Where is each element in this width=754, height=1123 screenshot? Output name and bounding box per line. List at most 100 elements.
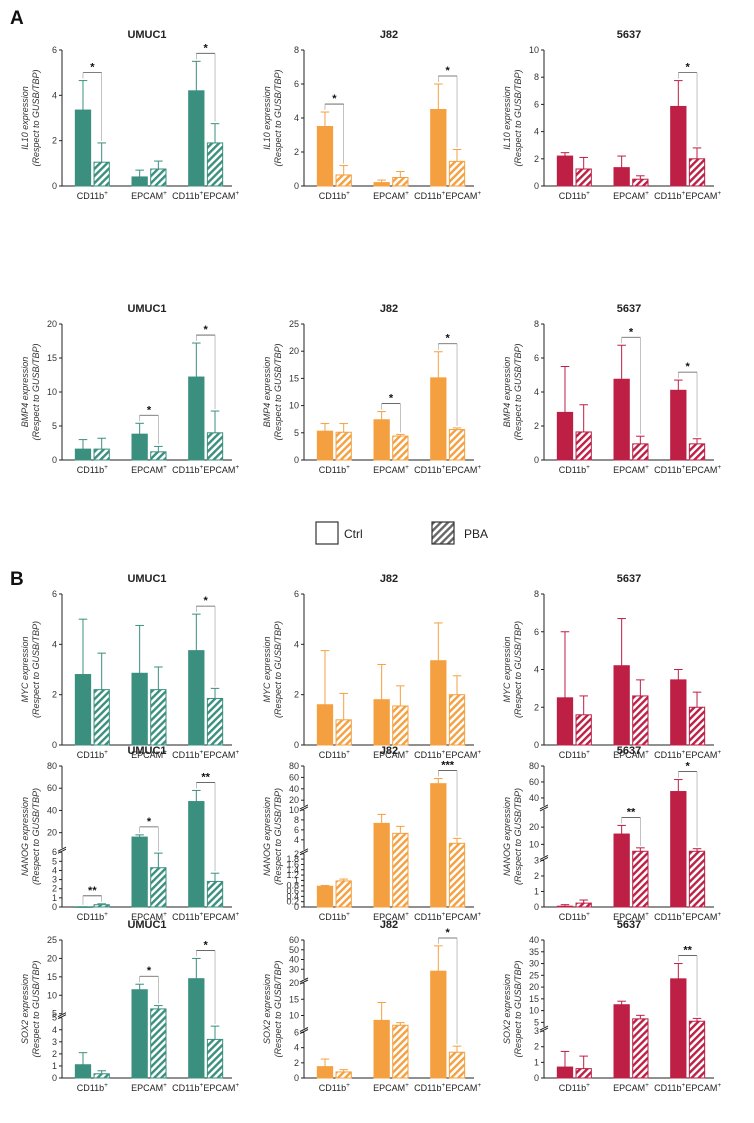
bar-ctrl [188, 650, 205, 746]
significance-label: * [204, 42, 209, 54]
x-tick-label: EPCAM+ [373, 1082, 409, 1093]
chart-myc-umuc1: 0 2 4 6 UMUC1 MYC expression (Respect to GUSB/… [20, 573, 239, 760]
bar-ctrl [613, 378, 630, 461]
axis-break-mark [299, 848, 309, 854]
x-tick-label: CD11b+ [319, 749, 350, 760]
y-axis-label-ref: (Respect to GUSB/TBP) [273, 69, 283, 166]
x-tick-label: EPCAM+ [373, 464, 409, 475]
bar-pba [335, 719, 352, 746]
y-axis-label-ref: (Respect to GUSB/TBP) [273, 621, 283, 718]
bar-pba [632, 850, 649, 908]
bar-pba [448, 842, 466, 908]
bar-ctrl [131, 989, 148, 1079]
chart-title: UMUC1 [127, 745, 166, 757]
chart-bmp4-j82: 0 5 10 15 20 25 J82 BMP4 expression (Respect to … [262, 303, 481, 475]
bar-ctrl [613, 1004, 630, 1079]
chart-title: 5637 [617, 573, 641, 585]
y-tick-label: 0 [534, 1073, 539, 1083]
y-tick-label: 4 [534, 127, 539, 137]
bar-ctrl [670, 791, 687, 908]
y-tick-label: 5 [52, 421, 57, 431]
y-tick-label: 2 [294, 690, 299, 700]
legend-label-pba: PBA [464, 527, 488, 541]
y-axis-label-gene: MYC expression [262, 636, 272, 702]
y-tick-label: 6 [534, 99, 539, 109]
axis-break-mark [57, 846, 67, 852]
y-tick-label: 6 [294, 825, 299, 835]
bar-ctrl [316, 126, 334, 187]
y-tick-label: 20 [529, 822, 539, 832]
y-tick-label: 0.4 [286, 891, 299, 901]
y-tick-label: 80 [47, 761, 57, 771]
axis-break-mark [299, 977, 309, 983]
y-tick-label: 1 [52, 893, 57, 903]
bar-pba [93, 689, 110, 746]
y-tick-label: 20 [47, 828, 57, 838]
bar-pba [335, 1071, 352, 1079]
bar-ctrl [188, 90, 205, 187]
y-tick-label: 0 [52, 181, 57, 191]
y-tick-label: 10 [47, 387, 57, 397]
y-tick-label: 0 [294, 455, 299, 465]
bar-pba [93, 448, 110, 461]
x-tick-label: CD11b+ [559, 464, 590, 475]
y-tick-label: 4 [294, 835, 299, 845]
y-tick-label: 40 [529, 935, 539, 945]
y-tick-label: 1.6 [286, 859, 299, 869]
chart-title: J82 [380, 573, 398, 585]
y-axis-label-ref: (Respect to GUSB/TBP) [513, 960, 523, 1057]
significance-label: * [686, 361, 691, 373]
x-tick-label: CD11b+EPCAM+ [654, 911, 721, 922]
y-tick-label: 25 [47, 935, 57, 945]
y-axis-label-ref: (Respect to GUSB/TBP) [31, 343, 41, 440]
y-tick-label: 60 [289, 772, 299, 782]
bar-ctrl [670, 389, 687, 461]
x-tick-label: CD11b+EPCAM+ [172, 749, 239, 760]
y-tick-label: 6 [534, 627, 539, 637]
x-tick-label: CD11b+ [77, 749, 108, 760]
y-tick-label: 3 [534, 855, 539, 865]
bar-pba [575, 714, 592, 746]
y-tick-label: 6 [52, 45, 57, 55]
y-tick-label: 10 [289, 1011, 299, 1021]
bar-ctrl [131, 176, 148, 187]
bar-pba [206, 1038, 224, 1079]
y-tick-label: 20 [47, 319, 57, 329]
x-tick-label: EPCAM+ [613, 749, 649, 760]
bar-pba [150, 451, 167, 461]
bar-pba [632, 1018, 649, 1079]
x-tick-label: CD11b+EPCAM+ [654, 749, 721, 760]
y-tick-label: 20 [289, 346, 299, 356]
y-tick-label: 2 [52, 690, 57, 700]
y-tick-label: 2 [534, 421, 539, 431]
x-tick-label: CD11b+ [559, 1082, 590, 1093]
bar-ctrl [316, 704, 334, 746]
x-tick-label: EPCAM+ [613, 1082, 649, 1093]
bar-ctrl [188, 376, 205, 461]
significance-label: * [686, 761, 691, 773]
axis-break-mark [539, 804, 549, 810]
bar-ctrl [613, 665, 630, 746]
significance-label: * [204, 324, 209, 336]
y-axis-label-ref: (Respect to GUSB/TBP) [273, 343, 283, 440]
y-tick-label: 80 [289, 761, 299, 771]
x-tick-label: CD11b+EPCAM+ [172, 1082, 239, 1093]
bar-ctrl [556, 697, 574, 746]
x-tick-label: CD11b+ [559, 911, 590, 922]
panel-letter-b: B [10, 569, 24, 590]
significance-label: * [446, 927, 451, 939]
y-tick-label: 4 [52, 639, 57, 649]
bar-ctrl [316, 1066, 334, 1079]
y-tick-label: 8 [534, 319, 539, 329]
y-axis-label-gene: NANOG expression [262, 797, 272, 876]
y-tick-label: 6 [534, 353, 539, 363]
chart-title: 5637 [617, 745, 641, 757]
chart-title: J82 [380, 303, 398, 315]
y-tick-label: 4 [294, 639, 299, 649]
x-tick-label: CD11b+ [77, 911, 108, 922]
chart-title: J82 [380, 919, 398, 931]
bar-ctrl [670, 105, 687, 187]
y-axis-label-ref: (Respect to GUSB/TBP) [513, 788, 523, 885]
